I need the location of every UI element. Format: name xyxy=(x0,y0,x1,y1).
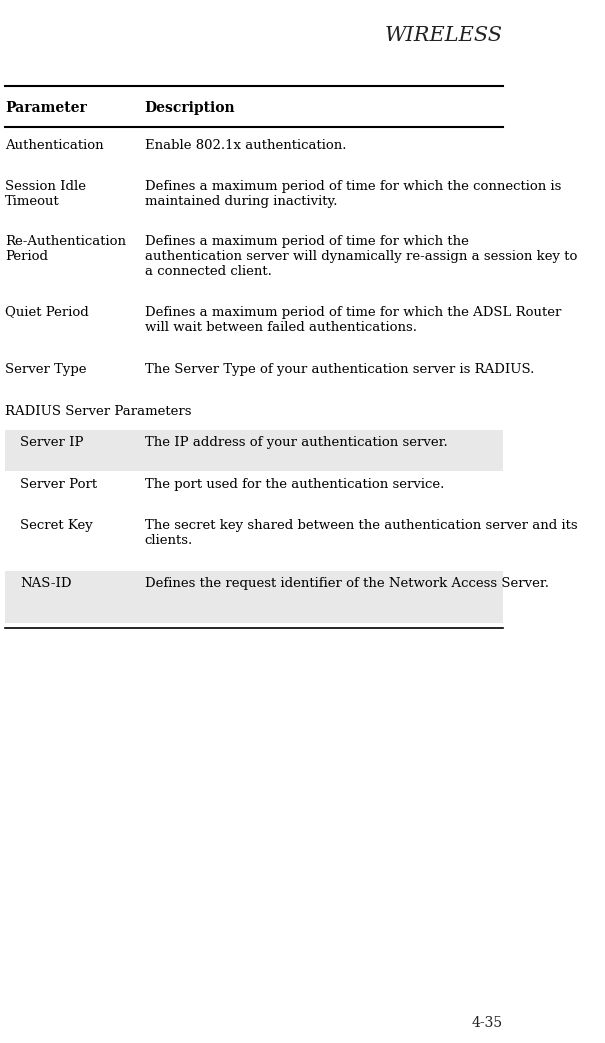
Text: The port used for the authentication service.: The port used for the authentication ser… xyxy=(145,478,444,490)
Text: Server Port: Server Port xyxy=(21,478,97,490)
Text: The Server Type of your authentication server is RADIUS.: The Server Type of your authentication s… xyxy=(145,363,534,375)
Text: Server IP: Server IP xyxy=(21,436,84,448)
Text: Re-Authentication
Period: Re-Authentication Period xyxy=(5,235,126,263)
Text: 4-35: 4-35 xyxy=(471,1017,503,1030)
Text: Defines a maximum period of time for which the ADSL Router
will wait between fai: Defines a maximum period of time for whi… xyxy=(145,306,561,334)
Text: Quiet Period: Quiet Period xyxy=(5,306,89,318)
Text: Secret Key: Secret Key xyxy=(21,519,93,532)
Text: The IP address of your authentication server.: The IP address of your authentication se… xyxy=(145,436,448,448)
Text: Parameter: Parameter xyxy=(5,101,87,115)
Text: RADIUS Server Parameters: RADIUS Server Parameters xyxy=(5,405,192,417)
Text: WIRELESS: WIRELESS xyxy=(385,26,503,45)
Text: The secret key shared between the authentication server and its
clients.: The secret key shared between the authen… xyxy=(145,519,577,548)
Text: Enable 802.1x authentication.: Enable 802.1x authentication. xyxy=(145,139,346,151)
FancyBboxPatch shape xyxy=(5,430,503,471)
Text: Server Type: Server Type xyxy=(5,363,87,375)
Text: Defines a maximum period of time for which the connection is
maintained during i: Defines a maximum period of time for whi… xyxy=(145,180,561,209)
Text: Defines the request identifier of the Network Access Server.: Defines the request identifier of the Ne… xyxy=(145,577,549,589)
Text: Description: Description xyxy=(145,101,235,115)
Text: NAS-ID: NAS-ID xyxy=(21,577,72,589)
Text: Session Idle
Timeout: Session Idle Timeout xyxy=(5,180,86,209)
Text: Authentication: Authentication xyxy=(5,139,103,151)
FancyBboxPatch shape xyxy=(5,571,503,623)
Text: Defines a maximum period of time for which the
authentication server will dynami: Defines a maximum period of time for whi… xyxy=(145,235,577,277)
